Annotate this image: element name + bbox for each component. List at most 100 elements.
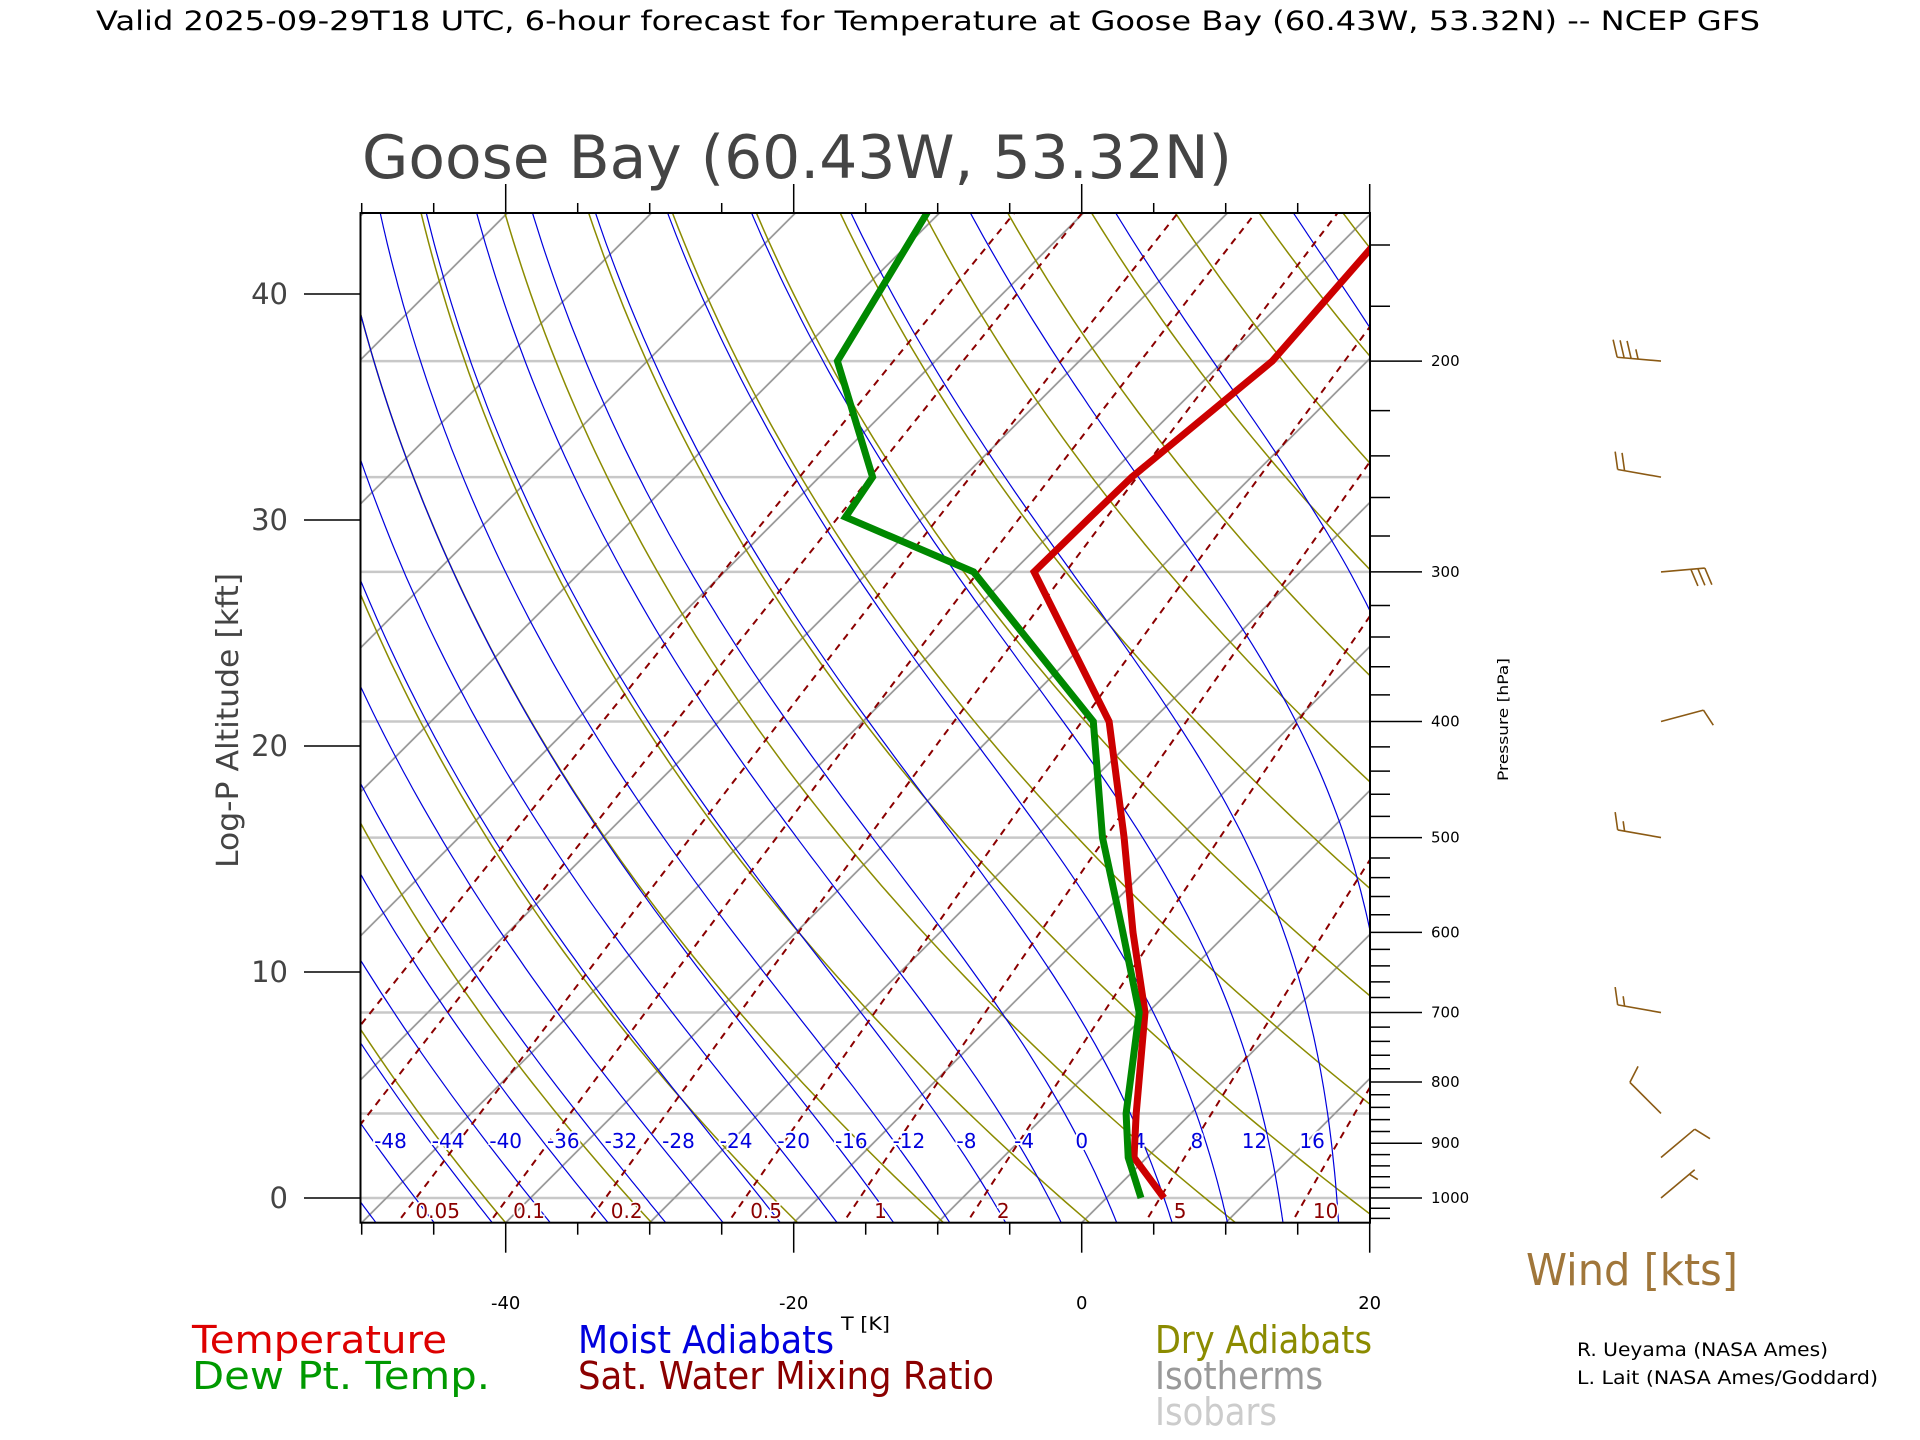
altitude-tick-label: 10 [251,955,288,989]
wind-barbs [1612,339,1714,1199]
dry-adiabat-line [587,213,1370,1215]
moist-adiabat-label: -36 [547,1129,580,1153]
mixing-ratio-lines [360,176,1920,1229]
dry-adiabat-line [360,1222,361,1223]
mixing-ratio-line [842,460,1370,1223]
dry-adiabat-line [923,213,1370,783]
mixing-ratio-line [488,213,1257,1223]
moist-adiabat-label: -4 [1014,1129,1034,1153]
isotherm-line [1508,176,1920,1229]
altitude-tick-label: 20 [251,729,288,763]
altitude-tick-label: 30 [251,503,288,537]
moist-adiabat-label: -24 [720,1129,753,1153]
pressure-tick-label: 1000 [1431,1189,1469,1207]
mixing-ratio-label: 0.1 [513,1199,545,1223]
isotherm-line [360,213,653,506]
credit-lait: L. Lait (NASA Ames/Goddard) [1577,1367,1878,1389]
legend-moist-adiabats: Moist Adiabats [578,1318,834,1362]
wind-barb-staff [1617,468,1662,478]
moist-adiabat-line [360,1041,494,1223]
pressure-tick-label: 400 [1431,713,1460,731]
mixing-ratio-label: 10 [1313,1199,1338,1223]
moist-adiabat-line [360,684,724,1223]
wind-barb [1660,567,1713,587]
wind-barb-staff [1617,356,1662,362]
moist-adiabat-label: -8 [957,1129,977,1153]
moist-adiabat-line [969,213,1370,934]
moist-adiabat-line [360,1200,377,1223]
dry-adiabat-line [360,592,799,1223]
isotherm-line [360,213,365,218]
dry-adiabat-line [504,213,1237,1223]
moist-adiabat-line [360,457,838,1223]
moist-adiabat-line [476,213,1062,1223]
mixing-ratio-line [1446,176,1920,1229]
y2-axis-label: Pressure [hPa] [1496,658,1512,781]
moist-adiabat-label: -16 [835,1129,868,1153]
altitude-tick-label: 40 [251,277,288,311]
moist-adiabat-label: -44 [432,1129,465,1153]
dry-adiabat-line [1891,176,1920,1229]
wind-barb-full [1612,339,1618,358]
mixing-ratio-label: 1 [874,1199,887,1223]
wind-barb-half [1688,1173,1699,1181]
wind-barb [1614,451,1662,478]
dewpoint-line [833,213,1145,1200]
wind-barb-staff [1660,1169,1696,1199]
moist-adiabat-line [750,213,1284,1223]
moist-adiabat-line [850,213,1340,1223]
isotherm-line [648,501,1370,1223]
wind-barb-full [1614,451,1619,470]
wind-barb-full [1697,568,1706,586]
moist-adiabat-line [360,958,552,1223]
moist-adiabat-line [1292,213,1370,329]
legend-dewpoint: Dew Pt. Temp. [192,1354,490,1398]
dry-adiabat-line [1562,176,1920,1229]
wind-barb-full [1704,567,1713,585]
dry-adiabat-line [839,213,1370,890]
pressure-tick-label: 300 [1431,563,1460,581]
x-tick-label: 20 [1358,1293,1381,1314]
moist-adiabat-label: 0 [1075,1129,1088,1153]
mixing-ratio-line [396,213,1180,1223]
wind-label: Wind [kts] [1526,1245,1738,1296]
wind-barb-staff [1660,709,1704,723]
wind-barb-half [1622,996,1626,1007]
credit-ueyama: R. Ueyama (NASA Ames) [1577,1339,1828,1361]
legend-temperature: Temperature [191,1318,447,1362]
pressure-tick-label: 500 [1431,829,1460,847]
mixing-ratio-line [1143,857,1370,1223]
wind-barb-staff [1629,1081,1662,1115]
mixing-ratio-label: 0.05 [415,1199,460,1223]
isotherm-line [792,645,1370,1223]
dry-adiabat-line [360,1027,507,1223]
wind-barb-full [1614,811,1619,831]
isotherm-line [504,357,1370,1223]
wind-barb-staff [1617,1004,1662,1014]
moist-adiabat-line [379,213,951,1223]
isotherm-line [1080,933,1370,1223]
pressure-tick-label: 600 [1431,923,1460,941]
mixing-ratio-label: 0.2 [611,1199,643,1223]
wind-barb-staff [1660,1128,1696,1159]
pressure-tick-label: 700 [1431,1004,1460,1022]
dry-adiabat-line [1342,213,1370,250]
moist-adiabat-line [594,213,1173,1223]
dry-adiabat-line [671,213,1370,1106]
dry-adiabat-line [1174,213,1370,465]
dry-adiabat-line [0,176,71,1229]
moist-adiabat-labels: -48 -44 -40 -36 -32 -28 -24 -20 -16 -12 -8 -4 0 4 8 12 1… [372,1127,1327,1155]
temperature-line [1029,244,1370,1201]
isotherm-line [1224,1077,1370,1223]
wind-barb [1660,709,1714,726]
wind-barb [1660,1169,1699,1199]
wind-barb [1612,339,1662,362]
background-lines: -48 -44 -40 -36 -32 -28 -24 -20 -16 -12 -8 -4 0 4 8 12 1… [0,176,1920,1229]
dry-adiabat-line [1258,213,1370,358]
dry-adiabat-line [1726,176,1920,1229]
moist-adiabat-label: 12 [1242,1129,1267,1153]
x-axis-label: T [K] [840,1313,890,1335]
dry-adiabat-line [1398,176,1920,1229]
wind-barb [1614,811,1662,839]
